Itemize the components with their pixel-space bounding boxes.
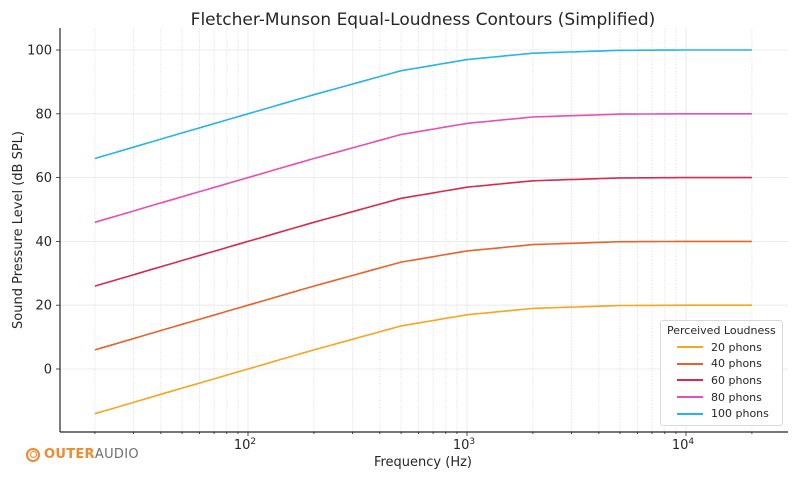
logo-text-audio: AUDIO [94,447,139,462]
series-line [94,113,752,224]
chart-title: Fletcher-Munson Equal-Loudness Contours … [191,10,656,30]
legend-swatch [677,346,703,349]
plot-lines [94,49,752,415]
x-tick-label: 103 [453,437,475,453]
y-axis-label: Sound Pressure Level (dB SPL) [11,131,26,329]
y-tick-label: 100 [27,44,52,59]
legend-label: 80 phons [711,390,762,404]
legend-label: 100 phons [711,407,769,421]
y-tick-labels: 0 20 40 60 80 100 [27,44,60,378]
legend-title: Perceived Loudness [667,324,776,337]
legend-swatch [677,362,703,365]
y-tick-label: 0 [44,363,52,378]
legend-swatch [677,396,703,399]
y-tick-label: 60 [35,171,52,186]
legend-item: 80 phons [667,389,776,406]
legend-label: 40 phons [711,357,762,371]
legend-item: 20 phons [667,339,776,356]
legend-label: 20 phons [711,340,762,354]
grid-lines [60,28,788,436]
y-tick-label: 20 [35,299,52,314]
series-line [94,304,752,415]
legend-item: 40 phons [667,356,776,373]
x-tick-label: 104 [672,437,695,453]
logo-text-outer: OUTER [44,447,95,462]
legend: Perceived Loudness 20 phons 40 phons 60 ph… [660,320,783,426]
legend-label: 60 phons [711,373,762,387]
x-axis-label: Frequency (Hz) [374,455,472,470]
series-line [94,49,752,160]
series-line [94,240,752,351]
legend-item: 60 phons [667,372,776,389]
x-tick-labels: 102 103 104 [234,437,695,453]
legend-swatch [677,379,703,382]
outeraudio-logo: OUTER AUDIO [26,447,139,462]
legend-item: 100 phons [667,405,776,422]
y-tick-label: 80 [35,107,52,122]
y-tick-label: 40 [35,235,52,250]
series-line [94,176,752,287]
logo-icon [26,447,40,462]
legend-swatch [677,412,703,415]
x-tick-label: 102 [234,437,256,453]
